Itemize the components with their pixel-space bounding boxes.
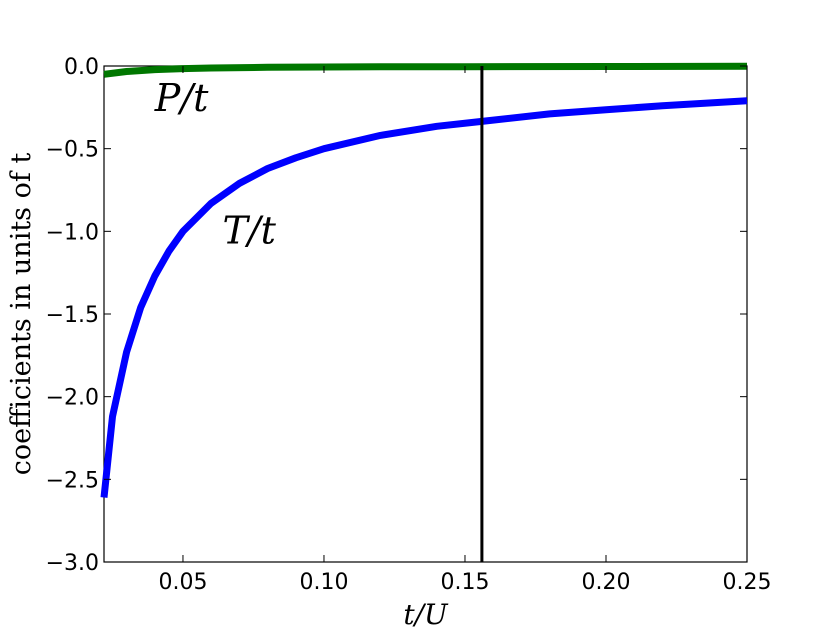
series-layer [100, 62, 748, 562]
x-tick-label: 0.05 [158, 570, 207, 595]
series-annotation: P/t [154, 76, 209, 120]
plot-frame [103, 65, 748, 563]
annotation-layer: P/t T/t [154, 76, 277, 252]
y-tick-label: −0.5 [46, 138, 99, 163]
x-axis-label: t/U [403, 598, 449, 631]
x-tick-label: 0.20 [581, 570, 630, 595]
y-tick-label: 0.0 [64, 55, 99, 80]
y-tick-label: −2.0 [46, 386, 99, 411]
series-line-p-t [103, 62, 748, 78]
plot-area [103, 65, 748, 563]
x-tick-label: 0.15 [440, 570, 489, 595]
series-annotation: T/t [222, 208, 276, 252]
series-line-t-t [100, 97, 748, 498]
y-axis-label: coefficients in units of t [6, 153, 37, 476]
y-tick-label: −3.0 [46, 551, 99, 576]
x-tick-label: 0.10 [299, 570, 348, 595]
y-tick-label: −1.0 [46, 220, 99, 245]
y-tick-label: −1.5 [46, 303, 99, 328]
y-tick-label: −2.5 [46, 468, 99, 493]
ticks-layer: 0.05 0.10 0.15 0.20 0.25 0.0 −0.5 −1.0 −1.5 −2.0 −… [46, 55, 772, 595]
x-tick-label: 0.25 [723, 570, 772, 595]
